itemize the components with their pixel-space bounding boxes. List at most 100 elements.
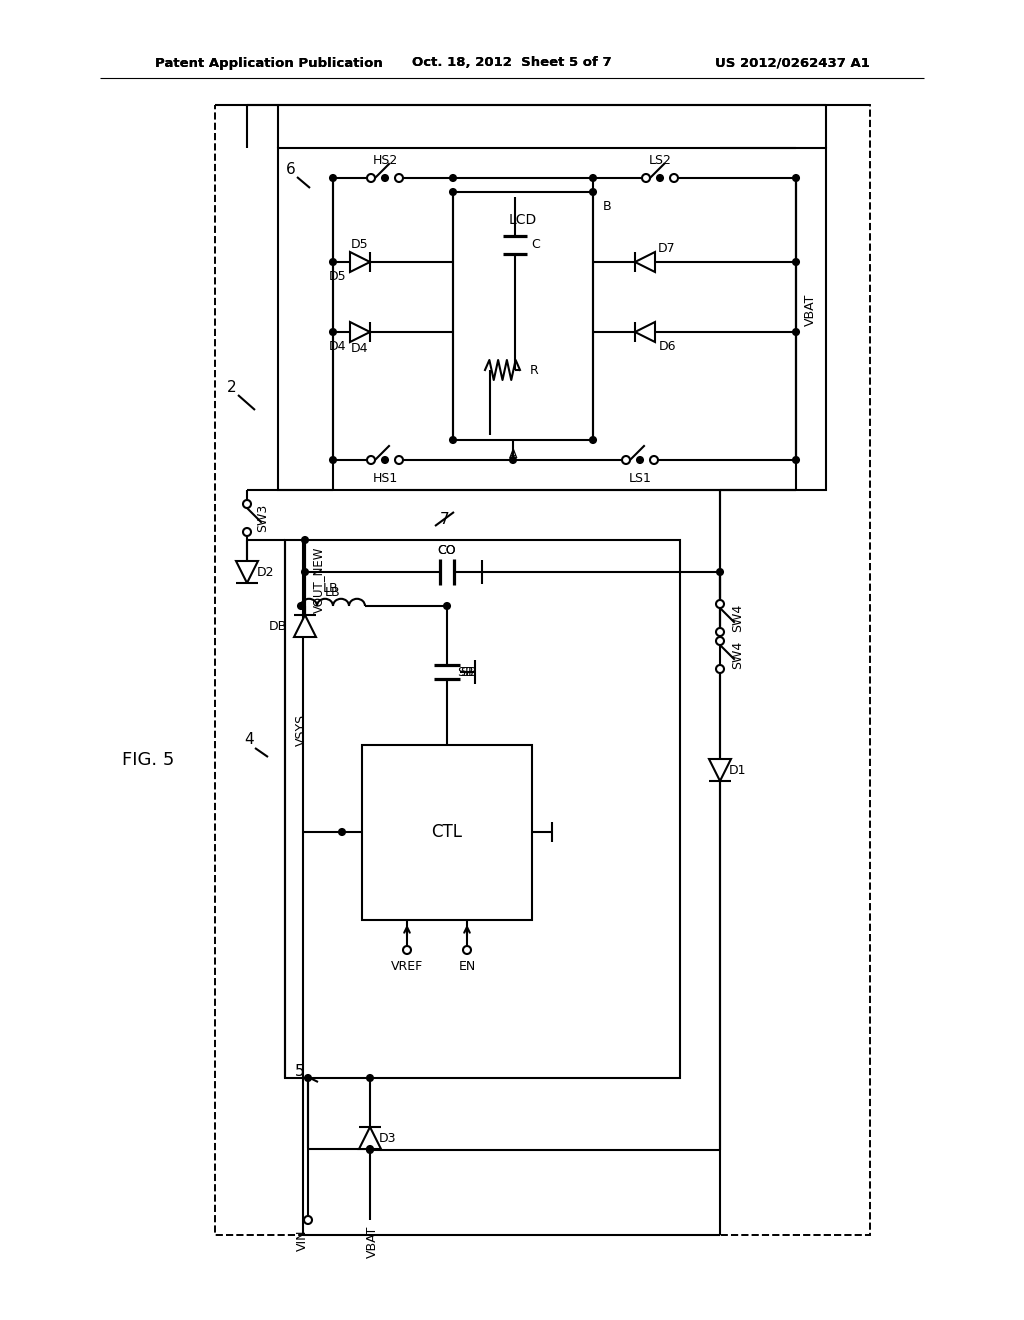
Circle shape	[716, 628, 724, 636]
Text: A: A	[509, 447, 517, 461]
Text: LB: LB	[324, 582, 339, 595]
Text: B: B	[603, 199, 611, 213]
Text: HS1: HS1	[373, 471, 397, 484]
Circle shape	[305, 1074, 311, 1081]
Circle shape	[590, 437, 596, 444]
Bar	[285, 540, 680, 1078]
Polygon shape	[635, 252, 655, 272]
Text: 5: 5	[295, 1064, 305, 1080]
Text: D4: D4	[351, 342, 369, 355]
Text: VBAT: VBAT	[366, 1226, 379, 1258]
Polygon shape	[236, 561, 258, 583]
Text: CO: CO	[437, 544, 457, 557]
Text: LCD: LCD	[509, 213, 538, 227]
Bar	[362, 744, 532, 920]
Text: SW4: SW4	[731, 603, 744, 632]
Circle shape	[367, 1146, 373, 1152]
Bar	[215, 106, 870, 1236]
Text: SB: SB	[460, 665, 476, 678]
Circle shape	[243, 500, 251, 508]
Text: US 2012/0262437 A1: US 2012/0262437 A1	[715, 57, 870, 70]
Polygon shape	[359, 1127, 381, 1148]
Circle shape	[716, 638, 724, 645]
Text: 4: 4	[244, 733, 254, 747]
Text: SW3: SW3	[256, 504, 269, 532]
Circle shape	[330, 176, 336, 181]
Circle shape	[302, 569, 308, 576]
Text: D1: D1	[729, 763, 746, 776]
Text: D5: D5	[329, 269, 347, 282]
Circle shape	[622, 455, 630, 465]
Polygon shape	[635, 322, 655, 342]
Circle shape	[403, 946, 411, 954]
Circle shape	[339, 829, 345, 836]
Text: LS2: LS2	[648, 153, 672, 166]
Text: Patent Application Publication: Patent Application Publication	[155, 57, 383, 70]
Circle shape	[590, 176, 596, 181]
Bar	[278, 148, 826, 490]
Text: 6: 6	[286, 162, 296, 177]
Text: EN: EN	[459, 960, 475, 973]
Circle shape	[670, 174, 678, 182]
Text: VOUT_NEW: VOUT_NEW	[311, 546, 325, 614]
Circle shape	[657, 176, 663, 181]
Circle shape	[367, 455, 375, 465]
Circle shape	[330, 457, 336, 463]
Text: 7: 7	[440, 512, 450, 528]
Circle shape	[717, 569, 723, 576]
Circle shape	[642, 174, 650, 182]
Circle shape	[637, 457, 643, 463]
Circle shape	[444, 603, 450, 609]
Text: D2: D2	[256, 565, 273, 578]
Text: Oct. 18, 2012  Sheet 5 of 7: Oct. 18, 2012 Sheet 5 of 7	[413, 57, 611, 70]
Circle shape	[450, 437, 456, 444]
Circle shape	[330, 329, 336, 335]
Circle shape	[793, 259, 799, 265]
Text: D5: D5	[351, 239, 369, 252]
Text: LS1: LS1	[629, 471, 651, 484]
Circle shape	[367, 1147, 373, 1152]
Circle shape	[716, 601, 724, 609]
Polygon shape	[294, 615, 316, 638]
Text: LB: LB	[326, 586, 341, 598]
Polygon shape	[350, 252, 370, 272]
Text: VIN: VIN	[296, 1229, 308, 1251]
Circle shape	[298, 603, 304, 609]
Circle shape	[367, 1074, 373, 1081]
Circle shape	[463, 946, 471, 954]
Polygon shape	[350, 322, 370, 342]
Text: US 2012/0262437 A1: US 2012/0262437 A1	[715, 57, 870, 70]
Bar	[453, 191, 593, 440]
Text: CTL: CTL	[431, 822, 463, 841]
Circle shape	[793, 457, 799, 463]
Circle shape	[304, 1216, 312, 1224]
Text: D7: D7	[658, 242, 676, 255]
Circle shape	[395, 174, 403, 182]
Circle shape	[330, 259, 336, 265]
Circle shape	[450, 176, 456, 181]
Circle shape	[243, 528, 251, 536]
Circle shape	[302, 537, 308, 543]
Circle shape	[367, 174, 375, 182]
Circle shape	[793, 329, 799, 335]
Circle shape	[590, 189, 596, 195]
Text: C: C	[531, 239, 540, 252]
Text: VREF: VREF	[391, 960, 423, 973]
Circle shape	[395, 455, 403, 465]
Circle shape	[793, 176, 799, 181]
Circle shape	[650, 455, 658, 465]
Text: FIG. 5: FIG. 5	[122, 751, 174, 770]
Text: R: R	[530, 363, 539, 376]
Circle shape	[382, 457, 388, 463]
Text: D4: D4	[330, 339, 347, 352]
Text: D3: D3	[379, 1131, 396, 1144]
Circle shape	[510, 457, 516, 463]
Text: VSYS: VSYS	[295, 714, 307, 746]
Circle shape	[382, 176, 388, 181]
Text: CO: CO	[437, 544, 457, 557]
Text: Patent Application Publication: Patent Application Publication	[155, 57, 383, 70]
Text: VBAT: VBAT	[804, 294, 816, 326]
Text: SB: SB	[457, 665, 473, 678]
Circle shape	[716, 665, 724, 673]
Text: HS2: HS2	[373, 153, 397, 166]
